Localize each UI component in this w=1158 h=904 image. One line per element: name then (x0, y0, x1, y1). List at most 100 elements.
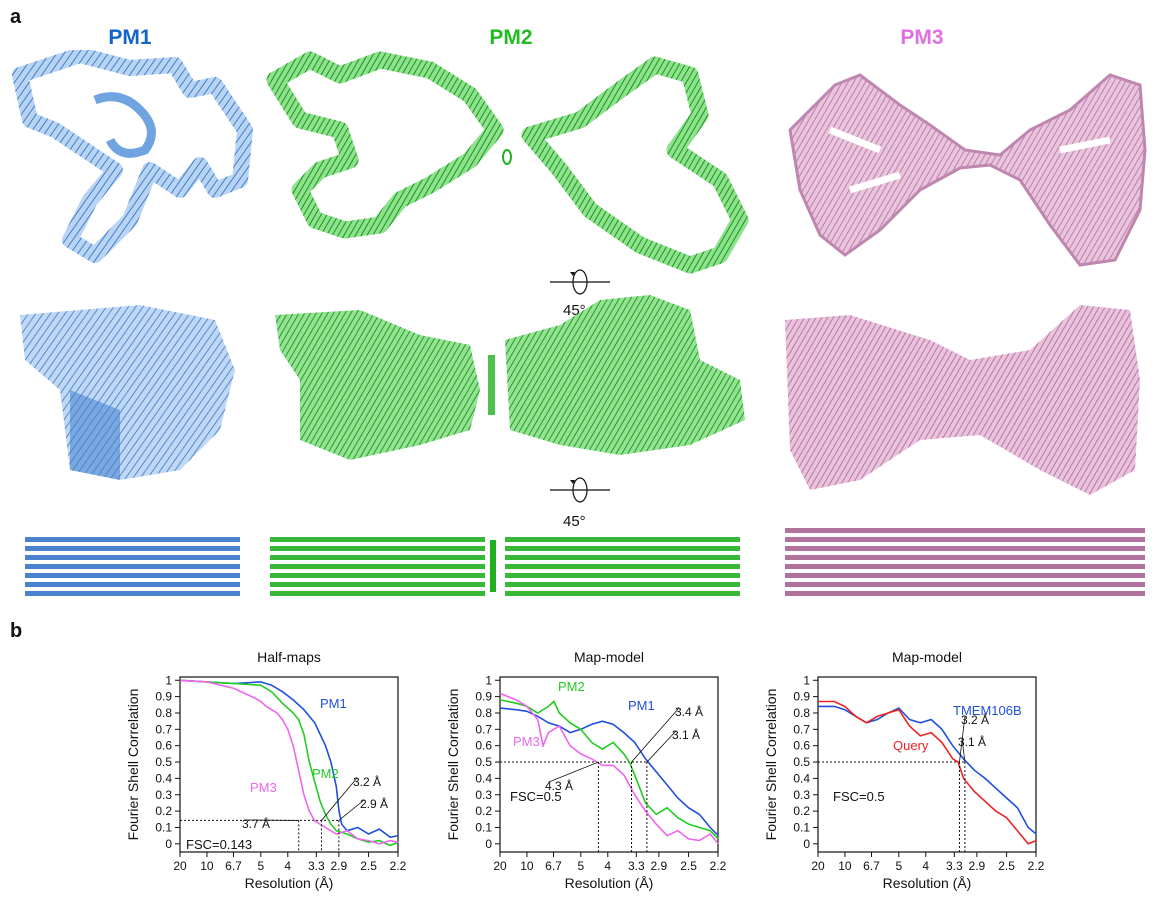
x-tick-label: 4 (604, 859, 611, 873)
y-tick-label: 0 (485, 837, 492, 851)
x-tick-label: 3.3 (628, 859, 645, 873)
resolution-marker-label: 3.4 Å (675, 704, 703, 719)
resolution-marker-label: 3.2 Å (961, 712, 989, 727)
resolution-marker-pointer (631, 707, 680, 763)
series-label: Query (893, 738, 929, 753)
x-tick-label: 5 (895, 859, 902, 873)
pm2-tilted-view (275, 295, 745, 460)
y-tick-label: 0.4 (475, 771, 492, 785)
resolution-marker-label: 3.1 Å (672, 727, 700, 742)
series-label: PM1 (320, 696, 347, 711)
resolution-marker-label: 4.3 Å (545, 778, 573, 793)
series-label: PM3 (513, 734, 540, 749)
resolution-marker-label: 3.2 Å (353, 774, 381, 789)
pm3-title: PM3 (900, 26, 944, 49)
pm1-title: PM1 (108, 26, 152, 49)
y-tick-label: 0.7 (793, 722, 810, 736)
x-tick-label: 3.3 (946, 859, 963, 873)
chart-title: Half-maps (257, 649, 321, 665)
series-label: PM2 (558, 679, 585, 694)
fsc-chart-half-maps: Half-maps 1 0.9 0.8 0.7 0.6 0.5 0.4 0.3 0.2 0.1 020… (125, 649, 407, 891)
series-label: PM1 (628, 698, 655, 713)
plot-frame (179, 676, 399, 853)
y-tick-label: 0.6 (475, 739, 492, 753)
x-tick-label: 20 (493, 859, 507, 873)
x-tick-label: 2.2 (710, 859, 727, 873)
y-tick-label: 1 (485, 673, 492, 687)
series-line-query (818, 700, 1037, 845)
y-axis-label: Fourier Shell Correlation (445, 689, 461, 841)
pm1-top-view (12, 50, 253, 263)
y-tick-label: 1 (803, 673, 810, 687)
x-tick-label: 2.9 (651, 859, 668, 873)
chart-title: Map-model (574, 649, 644, 665)
resolution-marker-label: 3.1 Å (958, 734, 986, 749)
resolution-marker-label: 2.9 Å (360, 796, 388, 811)
x-tick-label: 20 (173, 859, 187, 873)
y-tick-label: 0.3 (793, 788, 810, 802)
resolution-marker-pointer (321, 777, 358, 821)
pm1-side-view (25, 534, 240, 596)
series-line-pm2 (499, 699, 719, 840)
y-tick-label: 0.6 (793, 739, 810, 753)
x-tick-label: 2.5 (680, 859, 697, 873)
x-tick-label: 5 (577, 859, 584, 873)
y-tick-label: 0.8 (475, 706, 492, 720)
series-line-pm3 (499, 692, 719, 845)
y-tick-label: 1 (165, 673, 172, 687)
chart-title: Map-model (892, 649, 962, 665)
plot-frame (499, 676, 719, 853)
x-tick-label: 6.7 (545, 859, 562, 873)
x-axis-label: Resolution (Å) (565, 875, 654, 891)
y-tick-label: 0.2 (793, 804, 810, 818)
x-tick-label: 10 (200, 859, 214, 873)
resolution-marker-pointer (646, 730, 677, 763)
x-tick-label: 4 (284, 859, 291, 873)
x-tick-label: 3.3 (308, 859, 325, 873)
series-line-pm1 (179, 679, 399, 839)
pm3-side-view (785, 528, 1145, 596)
rotation-arrow-icon (550, 269, 610, 295)
density-maps-illustration (12, 50, 1147, 596)
rotation-label: 45° (563, 513, 586, 530)
threshold-label: FSC=0.5 (510, 789, 562, 804)
x-tick-label: 5 (257, 859, 264, 873)
x-axis-label: Resolution (Å) (245, 875, 334, 891)
threshold-label: FSC=0.143 (186, 837, 252, 852)
y-tick-label: 0.9 (793, 690, 810, 704)
x-tick-label: 4 (922, 859, 929, 873)
series-label: TMEM106B (953, 703, 1022, 718)
x-tick-label: 10 (520, 859, 534, 873)
y-tick-label: 0 (165, 837, 172, 851)
resolution-marker-pointer (961, 737, 966, 763)
y-tick-label: 0.5 (793, 755, 810, 769)
y-tick-label: 0.1 (155, 820, 172, 834)
series-line-pm2 (179, 679, 399, 847)
pm3-tilted-view (785, 305, 1140, 495)
y-tick-label: 0.7 (475, 722, 492, 736)
pm2-side-view-center (490, 540, 496, 592)
panel-b-label: b (10, 620, 23, 642)
pm2-side-view-left (270, 534, 485, 596)
resolution-marker-label: 3.7 Å (242, 816, 270, 831)
series-label: PM2 (312, 766, 339, 781)
pm3-top-view (788, 73, 1147, 267)
y-tick-label: 0.6 (155, 739, 172, 753)
y-tick-label: 0.9 (475, 690, 492, 704)
fsc-chart-map-model-pm: Map-model 1 0.9 0.8 0.7 0.6 0.5 0.4 0.3 0.2 0.1 020… (445, 649, 727, 891)
plot-frame (817, 676, 1037, 853)
x-tick-label: 2.2 (1028, 859, 1045, 873)
y-tick-label: 0.2 (475, 804, 492, 818)
pm1-tilted-view (20, 305, 235, 480)
pm2-title: PM2 (489, 26, 533, 49)
y-tick-label: 0.1 (475, 820, 492, 834)
y-tick-label: 0.1 (793, 820, 810, 834)
x-tick-label: 20 (811, 859, 825, 873)
series-line-pm3 (179, 679, 399, 845)
series-label: PM3 (250, 780, 277, 795)
y-tick-label: 0.4 (155, 771, 172, 785)
y-tick-label: 0.5 (475, 755, 492, 769)
y-axis-label: Fourier Shell Correlation (763, 689, 779, 841)
threshold-label: FSC=0.5 (833, 789, 885, 804)
y-tick-label: 0.4 (793, 771, 810, 785)
